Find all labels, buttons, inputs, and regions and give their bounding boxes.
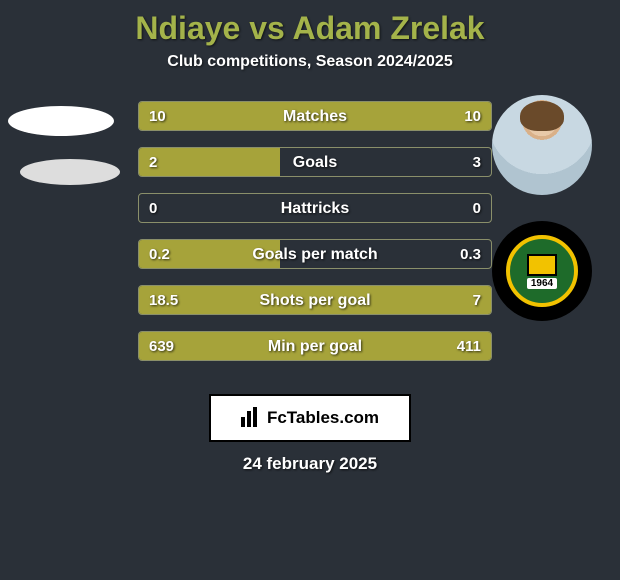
stat-value-right: 411 — [457, 332, 481, 361]
player-right-avatar — [492, 95, 592, 195]
stat-value-right: 0 — [473, 194, 481, 223]
site-badge[interactable]: FcTables.com — [209, 394, 411, 442]
stat-row: 18.5Shots per goal7 — [138, 285, 492, 315]
team-badge-inner: 1964 — [506, 235, 578, 307]
team-right-badge: 1964 — [492, 221, 592, 321]
bar-chart-icon — [241, 409, 261, 427]
stat-label: Min per goal — [139, 332, 491, 361]
stat-row: 639Min per goal411 — [138, 331, 492, 361]
team-left-badge-placeholder — [20, 159, 120, 185]
player-left-avatar-placeholder — [8, 106, 114, 136]
stat-value-right: 7 — [473, 286, 481, 315]
badge-shape-icon — [527, 254, 557, 276]
stat-label: Hattricks — [139, 194, 491, 223]
stat-value-right: 3 — [473, 148, 481, 177]
stat-row: 0.2Goals per match0.3 — [138, 239, 492, 269]
badge-year: 1964 — [527, 278, 557, 289]
stat-label: Goals per match — [139, 240, 491, 269]
stat-value-right: 10 — [464, 102, 481, 131]
stat-value-right: 0.3 — [460, 240, 481, 269]
stat-row: 2Goals3 — [138, 147, 492, 177]
page-subtitle: Club competitions, Season 2024/2025 — [0, 53, 620, 71]
stat-label: Matches — [139, 102, 491, 131]
site-name: FcTables.com — [267, 408, 379, 428]
page-title: Ndiaye vs Adam Zrelak — [0, 0, 620, 47]
stat-row: 10Matches10 — [138, 101, 492, 131]
date-label: 24 february 2025 — [0, 454, 620, 474]
stat-bars: 10Matches10 2Goals3 0Hattricks0 0.2Goals pe… — [138, 101, 492, 377]
stat-label: Goals — [139, 148, 491, 177]
stat-row: 0Hattricks0 — [138, 193, 492, 223]
stat-label: Shots per goal — [139, 286, 491, 315]
